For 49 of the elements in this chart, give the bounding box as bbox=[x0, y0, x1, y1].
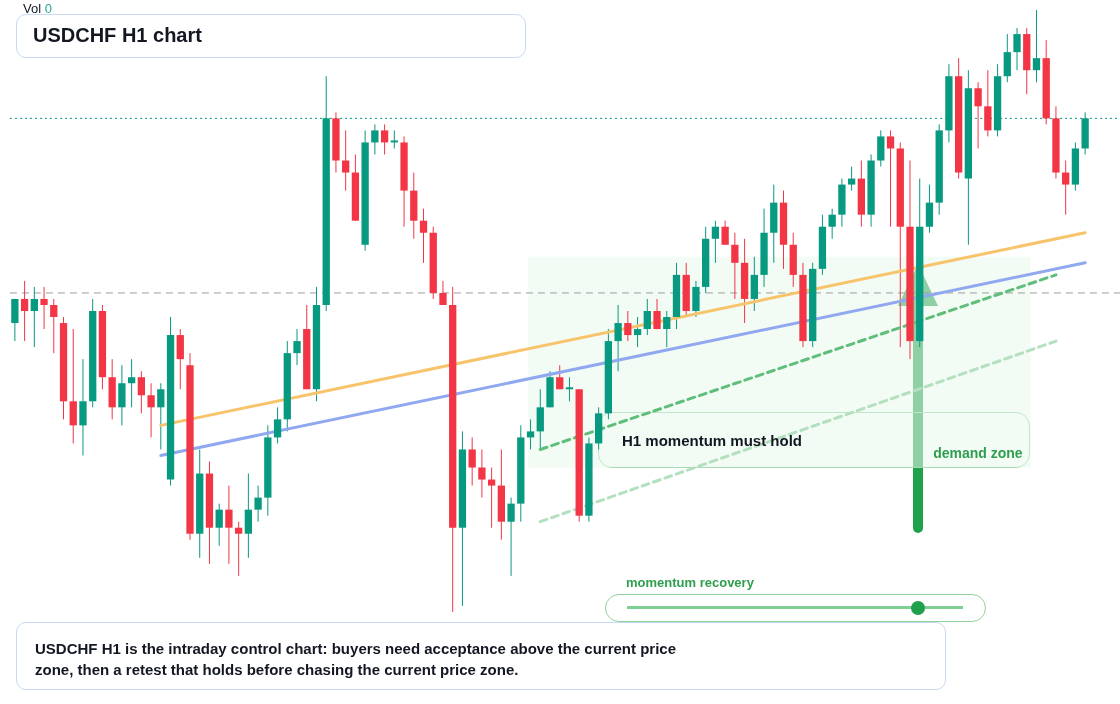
candlestick bbox=[633, 316, 642, 348]
candlestick bbox=[419, 208, 428, 264]
candlestick bbox=[147, 382, 155, 438]
candlestick bbox=[487, 467, 496, 529]
candlestick bbox=[342, 129, 350, 192]
candlestick bbox=[215, 503, 223, 547]
text: USDCHF H1 is the intraday control chart: buyers need acceptance above the current price zone, then a retest that holds before chasing the current price zone. bbox=[35, 639, 677, 680]
annotation: momentum recovery bbox=[626, 575, 754, 590]
candlestick bbox=[614, 304, 622, 372]
text: USDCHF H1 chart bbox=[33, 24, 202, 46]
candlestick bbox=[711, 220, 720, 264]
candlestick bbox=[526, 418, 535, 450]
candlestick bbox=[380, 123, 389, 155]
candlestick bbox=[20, 280, 29, 342]
candlestick bbox=[1062, 160, 1070, 216]
candlestick bbox=[254, 485, 262, 523]
candlestick bbox=[721, 220, 729, 246]
candlestick bbox=[40, 286, 48, 330]
candlestick bbox=[828, 208, 836, 240]
candlestick bbox=[663, 310, 671, 348]
candlestick bbox=[478, 448, 486, 499]
candlestick bbox=[624, 310, 632, 342]
candlestick bbox=[50, 298, 58, 354]
candlestick bbox=[565, 376, 574, 402]
candlestick bbox=[225, 485, 233, 565]
candlestick bbox=[127, 358, 136, 408]
candlestick bbox=[847, 166, 856, 192]
candlestick bbox=[439, 280, 447, 306]
candlestick bbox=[974, 81, 982, 149]
candlestick bbox=[886, 129, 895, 228]
candlestick bbox=[371, 123, 379, 155]
candlestick bbox=[30, 286, 38, 348]
candlestick bbox=[157, 382, 165, 450]
band-label: demand zone bbox=[933, 445, 1023, 462]
candlestick bbox=[653, 298, 661, 330]
candlestick bbox=[556, 364, 564, 390]
candlestick bbox=[1032, 9, 1041, 83]
candlestick bbox=[507, 497, 515, 577]
candlestick bbox=[468, 436, 476, 487]
candlestick bbox=[235, 521, 243, 577]
candlestick bbox=[293, 328, 301, 366]
candlestick bbox=[643, 298, 651, 336]
candlestick bbox=[273, 406, 282, 444]
candlestick bbox=[731, 232, 739, 300]
annotation: Vol 0 bbox=[23, 1, 52, 16]
candlestick bbox=[137, 370, 145, 414]
annotation: H1 momentum must hold bbox=[622, 432, 803, 449]
candlestick bbox=[390, 129, 398, 149]
candlestick bbox=[1013, 27, 1021, 71]
